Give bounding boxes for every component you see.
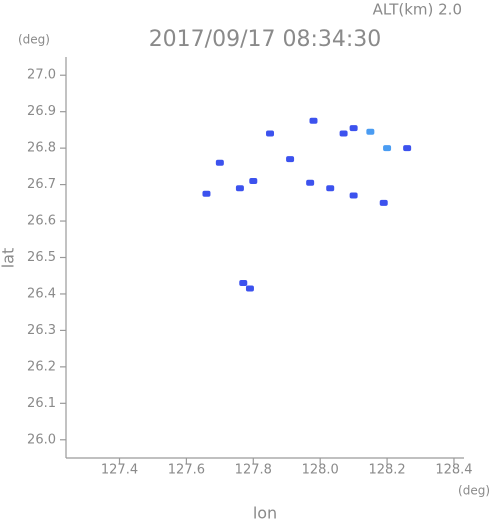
echo-point: [239, 280, 248, 287]
echo-point: [249, 177, 258, 184]
echo-point: [349, 192, 358, 199]
x-tick-label: 128.2: [368, 463, 405, 478]
y-tick-label: 26.8: [27, 141, 56, 156]
echo-point: [286, 156, 295, 163]
x-unit: (deg): [458, 484, 490, 498]
echo-point: [326, 185, 335, 192]
echo-point: [306, 179, 315, 186]
echo-point: [235, 185, 244, 192]
echo-point: [339, 130, 348, 137]
echo-point: [349, 125, 358, 132]
x-tick-label: 128.4: [435, 463, 472, 478]
y-tick-label: 26.5: [27, 250, 56, 265]
y-tick-label: 26.3: [27, 323, 56, 338]
echo-point: [202, 190, 211, 197]
y-tick-label: 26.7: [27, 177, 56, 192]
x-tick-label: 127.8: [235, 463, 272, 478]
x-tick-label: 127.6: [168, 463, 205, 478]
echo-point: [309, 117, 318, 124]
y-tick-label: 26.4: [27, 286, 56, 301]
echo-point: [383, 145, 392, 152]
y-tick-label: 27.0: [27, 68, 56, 83]
x-tick-label: 127.4: [101, 463, 138, 478]
echo-point: [245, 285, 254, 292]
y-axis-label: lat: [0, 248, 18, 269]
echo-point: [215, 159, 224, 166]
y-tick-label: 26.0: [27, 432, 56, 447]
y-unit: (deg): [18, 33, 50, 47]
y-tick-label: 26.6: [27, 214, 56, 229]
x-tick-label: 128.0: [302, 463, 339, 478]
x-axis-label: lon: [253, 504, 277, 521]
echo-point: [403, 145, 412, 152]
altitude-label: ALT(km) 2.0: [373, 1, 462, 19]
echo-point: [379, 199, 388, 206]
echo-point: [366, 128, 375, 135]
y-tick-label: 26.1: [27, 396, 56, 411]
y-tick-label: 26.2: [27, 359, 56, 374]
chart-title: 2017/09/17 08:34:30: [149, 27, 382, 52]
echo-point: [266, 130, 275, 137]
y-tick-label: 26.9: [27, 104, 56, 119]
